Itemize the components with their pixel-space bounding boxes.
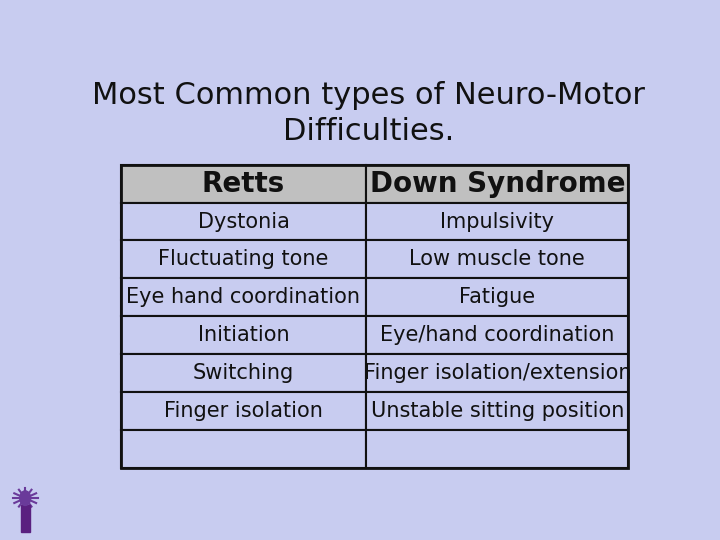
FancyBboxPatch shape bbox=[366, 279, 629, 316]
FancyBboxPatch shape bbox=[366, 165, 629, 202]
FancyBboxPatch shape bbox=[121, 202, 366, 240]
Bar bbox=[21, 505, 30, 532]
FancyBboxPatch shape bbox=[366, 430, 629, 468]
FancyBboxPatch shape bbox=[366, 316, 629, 354]
FancyBboxPatch shape bbox=[366, 202, 629, 240]
Text: Dystonia: Dystonia bbox=[197, 212, 289, 232]
Circle shape bbox=[20, 491, 30, 505]
Text: Finger isolation/extension: Finger isolation/extension bbox=[364, 363, 631, 383]
Text: Fatigue: Fatigue bbox=[459, 287, 536, 307]
FancyBboxPatch shape bbox=[121, 165, 366, 202]
Text: Unstable sitting position: Unstable sitting position bbox=[371, 401, 624, 421]
FancyBboxPatch shape bbox=[366, 240, 629, 279]
FancyBboxPatch shape bbox=[121, 240, 366, 279]
FancyBboxPatch shape bbox=[366, 354, 629, 392]
Text: Eye hand coordination: Eye hand coordination bbox=[127, 287, 361, 307]
Text: Eye/hand coordination: Eye/hand coordination bbox=[380, 325, 615, 345]
Text: Initiation: Initiation bbox=[197, 325, 289, 345]
Text: Fluctuating tone: Fluctuating tone bbox=[158, 249, 328, 269]
FancyBboxPatch shape bbox=[121, 316, 366, 354]
Text: Most Common types of Neuro-Motor
Difficulties.: Most Common types of Neuro-Motor Difficu… bbox=[92, 82, 646, 146]
FancyBboxPatch shape bbox=[121, 430, 366, 468]
Text: Impulsivity: Impulsivity bbox=[441, 212, 554, 232]
Text: Down Syndrome: Down Syndrome bbox=[369, 170, 625, 198]
Text: Retts: Retts bbox=[202, 170, 285, 198]
Text: Finger isolation: Finger isolation bbox=[164, 401, 323, 421]
FancyBboxPatch shape bbox=[366, 392, 629, 430]
FancyBboxPatch shape bbox=[121, 392, 366, 430]
Text: Low muscle tone: Low muscle tone bbox=[410, 249, 585, 269]
Text: Switching: Switching bbox=[193, 363, 294, 383]
FancyBboxPatch shape bbox=[121, 354, 366, 392]
FancyBboxPatch shape bbox=[121, 279, 366, 316]
